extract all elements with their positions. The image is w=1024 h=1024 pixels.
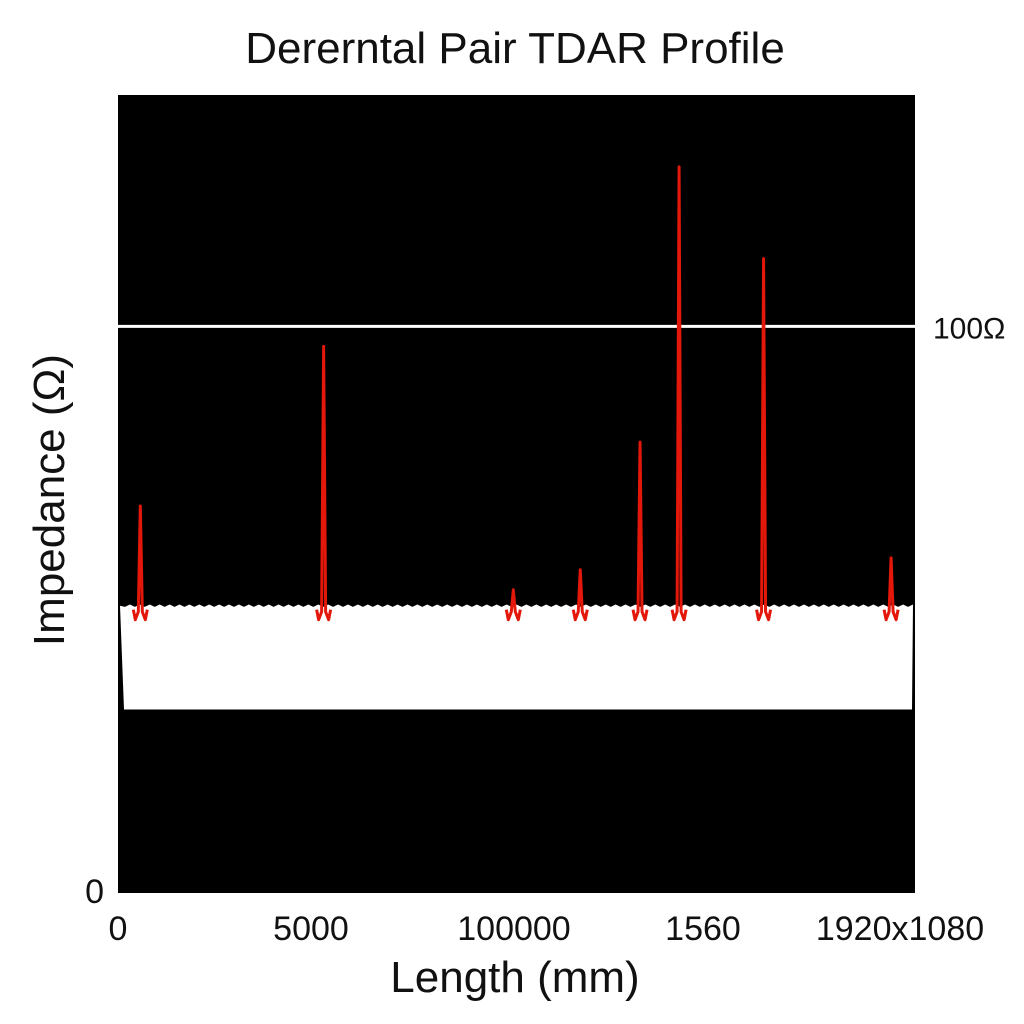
y-tick-label: 0 [85, 873, 104, 911]
spike-mark [755, 257, 773, 622]
series-layer [131, 165, 900, 622]
spike-mark [670, 165, 688, 622]
spike-mark [504, 588, 522, 622]
spike-mark [882, 556, 900, 622]
plot-area [118, 95, 915, 893]
reference-line-label: 100Ω [933, 312, 1005, 345]
y-tick-labels: 0 [85, 873, 104, 911]
spike-mark [571, 568, 589, 622]
y-axis-label: Impedance (Ω) [25, 354, 74, 646]
x-tick-label: 0 [109, 910, 128, 948]
x-tick-label: 1560 [665, 910, 741, 948]
spike-mark [315, 344, 333, 622]
baseline-band-layer [120, 604, 913, 710]
baseline-band [120, 604, 913, 710]
x-tick-label: 5000 [273, 910, 349, 948]
x-axis-label: Length (mm) [390, 953, 639, 1002]
x-tick-labels: 0 5000 100000 1560 1920x1080 [109, 910, 985, 948]
x-tick-label: 100000 [457, 910, 570, 948]
spike-mark [131, 504, 149, 622]
reference-line-layer: 100Ω [118, 312, 1005, 345]
x-tick-label: 1920x1080 [816, 910, 984, 948]
spike-mark [631, 440, 649, 622]
chart-title: Dererntal Pair TDAR Profile [245, 24, 785, 73]
